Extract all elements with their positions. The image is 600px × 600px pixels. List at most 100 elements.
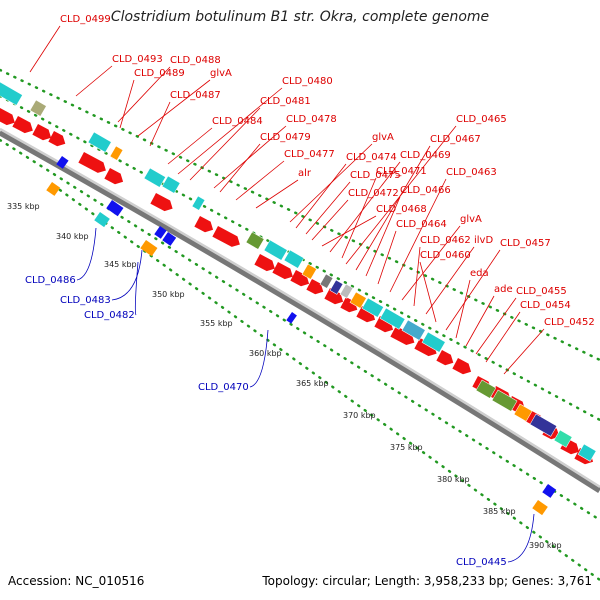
gene-label-top[interactable]: CLD_0464: [396, 219, 447, 230]
forward-gene[interactable]: [150, 193, 175, 214]
forward-gene[interactable]: [48, 131, 68, 149]
forward-gene[interactable]: [414, 338, 439, 359]
forward-gene[interactable]: [306, 279, 326, 297]
gene-label-top[interactable]: CLD_0475: [350, 170, 401, 181]
gene-feature-box[interactable]: [319, 273, 334, 289]
forward-gene[interactable]: [12, 116, 35, 136]
gene-label-top[interactable]: ade: [494, 284, 513, 295]
reverse-gene[interactable]: [542, 483, 557, 498]
reverse-gene[interactable]: [532, 500, 548, 516]
forward-gene[interactable]: [194, 216, 216, 235]
gene-feature-box[interactable]: [143, 167, 166, 188]
forward-gene[interactable]: [290, 270, 312, 289]
forward-gene[interactable]: [212, 226, 242, 250]
gene-label-top[interactable]: CLD_0460: [420, 250, 471, 261]
gene-label-top[interactable]: CLD_0484: [212, 116, 263, 127]
gene-label-top[interactable]: CLD_0469: [400, 150, 451, 161]
gene-feature-box[interactable]: [87, 131, 112, 153]
gene-feature-box[interactable]: [283, 249, 305, 269]
reverse-gene[interactable]: [140, 239, 158, 257]
gene-label-bottom[interactable]: CLD_0482: [84, 310, 135, 321]
gene-label-bottom[interactable]: CLD_0486: [25, 275, 76, 286]
bottom-label-connector: [249, 329, 269, 388]
gene-feature-box[interactable]: [577, 443, 597, 462]
forward-gene[interactable]: [436, 350, 456, 368]
gene-feature-box[interactable]: [161, 175, 181, 194]
gene-label-bottom[interactable]: CLD_0470: [198, 382, 249, 393]
gene-feature-box[interactable]: [191, 195, 206, 211]
gene-label-top[interactable]: CLD_0487: [170, 90, 221, 101]
gene-label-top[interactable]: CLD_0462: [420, 235, 471, 246]
gene-label-top[interactable]: CLD_0489: [134, 68, 185, 79]
gene-feature-box[interactable]: [421, 331, 446, 353]
gene-feature-box[interactable]: [339, 283, 354, 299]
gene-feature-box[interactable]: [529, 413, 558, 437]
gene-label-top[interactable]: CLD_0454: [520, 300, 571, 311]
gene-label-top[interactable]: CLD_0472: [348, 188, 399, 199]
gene-label-top[interactable]: CLD_0457: [500, 238, 551, 249]
gene-label-top[interactable]: CLD_0465: [456, 114, 507, 125]
gene-feature-box[interactable]: [361, 297, 384, 318]
gene-feature-box[interactable]: [401, 319, 426, 341]
gene-feature-box[interactable]: [301, 263, 318, 280]
gene-label-top[interactable]: CLD_0463: [446, 167, 497, 178]
gene-label-top[interactable]: CLD_0493: [112, 54, 163, 65]
gene-feature-box[interactable]: [475, 379, 497, 399]
gene-feature-box[interactable]: [0, 81, 23, 106]
gene-label-top[interactable]: CLD_0468: [376, 204, 427, 215]
gene-features[interactable]: [0, 81, 597, 516]
gene-label-top[interactable]: CLD_0481: [260, 96, 311, 107]
gene-feature-box[interactable]: [329, 279, 344, 295]
reverse-gene[interactable]: [154, 226, 167, 239]
gene-label-top[interactable]: CLD_0455: [516, 286, 567, 297]
gene-feature-box[interactable]: [29, 99, 47, 117]
gene-feature-box[interactable]: [379, 307, 406, 330]
gene-label-top[interactable]: CLD_0452: [544, 317, 595, 328]
reverse-gene[interactable]: [46, 182, 61, 196]
gene-feature-box[interactable]: [513, 403, 533, 422]
gene-label-top[interactable]: CLD_0466: [400, 185, 451, 196]
gene-feature-box[interactable]: [245, 231, 265, 250]
gene-label-bottom[interactable]: CLD_0483: [60, 295, 111, 306]
forward-gene[interactable]: [374, 316, 396, 335]
gene-label-top[interactable]: ilvD: [474, 235, 493, 246]
forward-gene[interactable]: [78, 152, 108, 176]
gene-label-top[interactable]: CLD_0479: [260, 132, 311, 143]
gene-label-top[interactable]: CLD_0477: [284, 149, 335, 160]
gene-label-top[interactable]: CLD_0471: [376, 166, 427, 177]
forward-gene[interactable]: [272, 262, 295, 282]
reverse-gene[interactable]: [106, 200, 124, 217]
reverse-gene[interactable]: [286, 312, 297, 324]
gene-label-top[interactable]: alr: [298, 168, 312, 179]
gene-label-top[interactable]: CLD_0480: [282, 76, 333, 87]
gene-label-top[interactable]: eda: [470, 268, 489, 279]
gene-label-bottom[interactable]: CLD_0445: [456, 557, 507, 568]
forward-gene[interactable]: [324, 288, 346, 307]
gene-feature-box[interactable]: [553, 429, 573, 448]
forward-gene[interactable]: [452, 358, 474, 377]
forward-gene[interactable]: [356, 306, 378, 325]
gene-label-top[interactable]: glvA: [460, 214, 482, 225]
forward-gene[interactable]: [32, 124, 54, 143]
top-gene-labels[interactable]: CLD_0499 CLD_0493 CLD_0488 CLD_0489 glvA CLD_…: [60, 14, 595, 328]
reverse-gene[interactable]: [94, 212, 110, 228]
forward-gene[interactable]: [104, 168, 126, 187]
gene-feature-box[interactable]: [349, 291, 367, 309]
forward-gene[interactable]: [0, 108, 18, 128]
forward-gene[interactable]: [254, 254, 277, 274]
gene-label-top[interactable]: glvA: [372, 132, 394, 143]
gene-feature-box[interactable]: [109, 145, 124, 161]
gene-label-top[interactable]: CLD_0478: [286, 114, 337, 125]
reverse-gene[interactable]: [162, 232, 177, 246]
gene-label-top[interactable]: glvA: [210, 68, 232, 79]
forward-gene[interactable]: [390, 326, 417, 348]
gene-feature-box[interactable]: [491, 389, 518, 412]
gene-feature-box[interactable]: [263, 239, 288, 261]
gene-label-top[interactable]: CLD_0499: [60, 14, 111, 25]
bottom-gene-labels[interactable]: CLD_0486 CLD_0483 CLD_0482 CLD_0470 CLD_0445: [25, 275, 507, 568]
gene-label-top[interactable]: CLD_0488: [170, 55, 221, 66]
gene-label-top[interactable]: CLD_0474: [346, 152, 397, 163]
reverse-gene[interactable]: [56, 156, 69, 169]
gene-label-top[interactable]: CLD_0467: [430, 134, 481, 145]
